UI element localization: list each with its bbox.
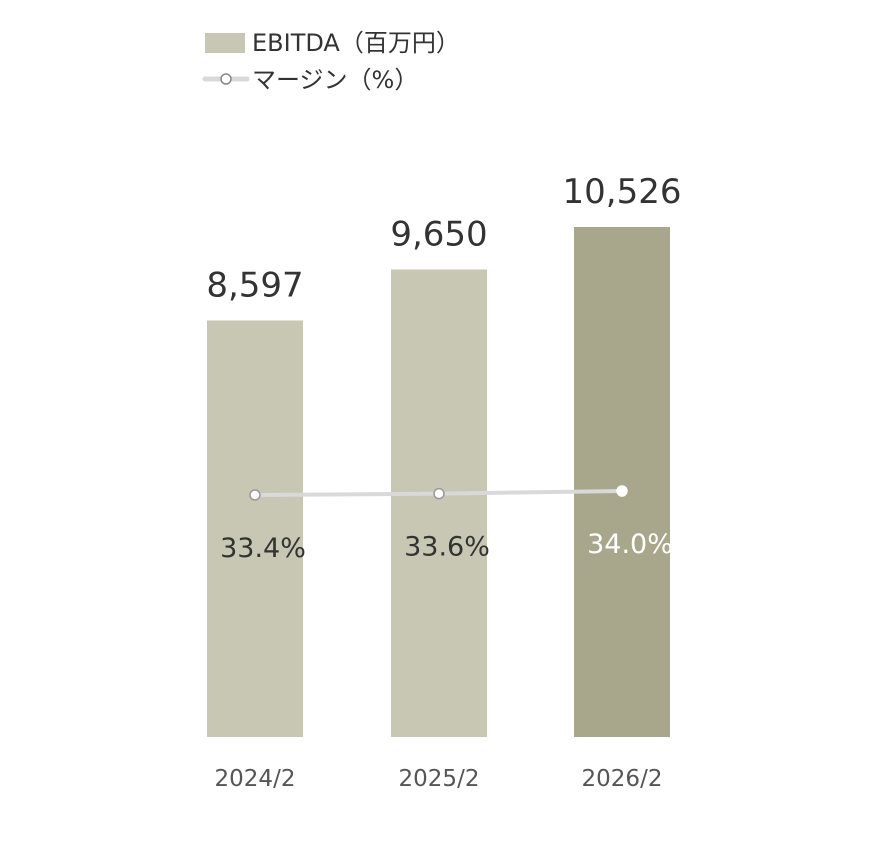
bar-value-label: 8,597	[206, 265, 303, 305]
bar-2025-2	[391, 269, 487, 737]
margin-value-label: 33.6%	[404, 532, 490, 563]
legend-swatch-ebitda	[205, 33, 245, 53]
bar-value-label: 10,526	[563, 172, 682, 212]
legend-label-margin: マージン（%）	[252, 66, 418, 94]
x-tick-label: 2026/2	[582, 766, 663, 792]
legend: EBITDA（百万円） マージン（%）	[202, 29, 460, 94]
legend-label-ebitda: EBITDA（百万円）	[252, 29, 460, 57]
margin-point	[433, 487, 445, 500]
bar-2024-2	[207, 320, 303, 737]
label-group: 8,597 2024/2 9,650 2025/2 10,526 2026/2 33.4% 3…	[206, 172, 681, 792]
margin-value-label: 34.0%	[587, 529, 673, 560]
bar-2026-2	[574, 227, 670, 737]
legend-marker-margin	[220, 73, 232, 85]
x-tick-label: 2024/2	[215, 766, 296, 792]
x-tick-label: 2025/2	[399, 766, 480, 792]
margin-point	[249, 489, 261, 501]
margin-point	[616, 485, 628, 497]
bar-group	[207, 227, 670, 737]
bar-value-label: 9,650	[390, 214, 487, 254]
margin-line-group	[249, 485, 628, 501]
margin-value-label: 33.4%	[220, 533, 306, 564]
